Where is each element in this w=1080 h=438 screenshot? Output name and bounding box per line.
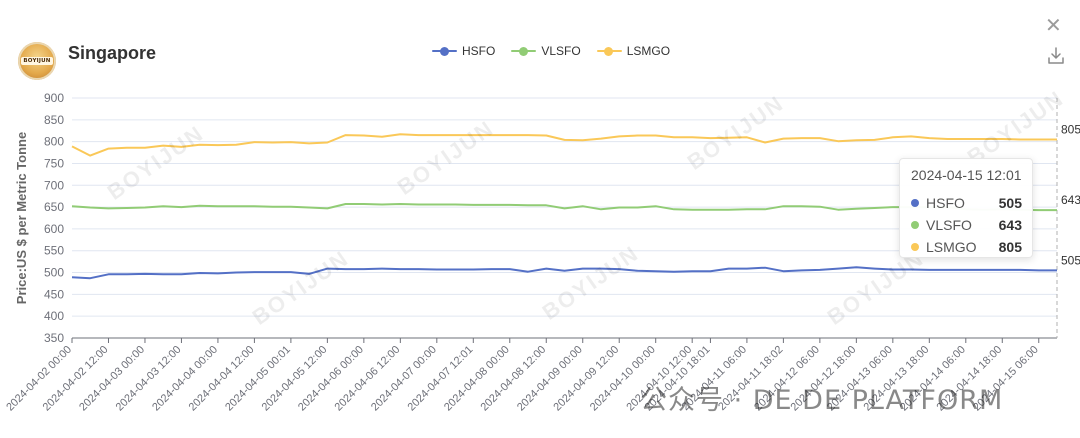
y-tick-label: 550 [44,244,64,258]
tooltip-dot-vlsfo [911,221,919,229]
chart-tooltip: 2024-04-15 12:01 HSFO 505 VLSFO 643 LSMG… [899,158,1033,258]
legend-swatch-vlsfo [511,44,537,58]
legend-label-hsfo: HSFO [462,44,496,58]
x-tick-label: 2024-04-09 00:00 [515,344,585,414]
legend-label-lsmgo: LSMGO [626,44,671,58]
y-tick-label: 600 [44,222,64,236]
legend-label-vlsfo: VLSFO [541,44,581,58]
x-tick-label: 2024-04-03 12:00 [114,344,184,414]
x-tick-label: 2024-04-06 00:00 [296,344,366,414]
tooltip-row-vlsfo: VLSFO 643 [911,214,1022,236]
y-axis-ticks: 350 400 450 500 550 600 650 700 750 800 850 900 [44,91,64,345]
download-icon [1048,47,1064,64]
legend-swatch-hsfo [432,44,457,58]
y-axis-label: Price:US $ per Metric Tonne [14,132,29,304]
tooltip-dot-lsmgo [911,243,919,251]
x-tick-label: 2024-04-06 12:00 [333,344,403,414]
x-tick-label: 2024-04-02 00:00 [4,344,74,414]
tooltip-name-vlsfo: VLSFO [926,217,972,233]
brand-logo: BOYIJUN [18,42,56,80]
tooltip-name-hsfo: HSFO [926,195,965,211]
x-tick-label: 2024-04-03 00:00 [77,344,147,414]
tooltip-row-lsmgo: LSMGO 805 [911,236,1022,258]
x-tick-label: 2024-04-05 12:00 [260,344,330,414]
end-label-lsmgo: 805 [1061,122,1080,136]
wechat-watermark: 公众号 · DE DE PLATFORM [640,385,1004,416]
series-line-lsmgo [71,133,1057,157]
legend-item-lsmgo[interactable]: LSMGO [596,44,671,58]
x-tick-label: 2024-04-04 12:00 [187,344,257,414]
legend-item-vlsfo[interactable]: VLSFO [511,44,581,58]
end-labels: 505 643 805 [1061,122,1080,267]
tooltip-row-hsfo: HSFO 505 [911,192,1022,214]
x-tick-label: 2024-04-07 12:01 [406,344,476,414]
series-line-vlsfo [71,203,1057,212]
x-tick-label: 2024-04-08 12:00 [478,344,548,414]
tooltip-name-lsmgo: LSMGO [926,239,977,255]
chart-legend: HSFO VLSFO LSMGO [432,44,670,58]
x-tick-label: 2024-04-09 12:00 [551,344,621,414]
x-tick-label: 2024-04-05 00:01 [223,344,293,414]
series-line-hsfo [71,266,1057,280]
series-lines [71,133,1057,280]
y-tick-label: 900 [44,91,64,105]
download-button[interactable] [1047,46,1065,66]
x-tick-label: 2024-04-07 00:00 [369,344,439,414]
y-tick-label: 350 [44,331,64,345]
tooltip-dot-hsfo [911,199,919,207]
page-title: Singapore [68,43,157,63]
end-label-hsfo: 505 [1061,253,1080,267]
tooltip-date: 2024-04-15 12:01 [911,167,1022,183]
y-tick-label: 400 [44,309,64,323]
y-tick-label: 800 [44,135,64,149]
x-tick-label: 2024-04-04 00:00 [150,344,220,414]
y-tick-label: 450 [44,287,64,301]
brand-logo-text: BOYIJUN [21,57,53,65]
x-tick-label: 2024-04-02 12:00 [41,344,111,414]
y-tick-label: 750 [44,156,64,170]
tooltip-value-hsfo: 505 [998,195,1022,211]
y-tick-label: 700 [44,178,64,192]
end-label-vlsfo: 643 [1061,193,1080,207]
x-tick-label: 2024-04-08 00:00 [442,344,512,414]
tooltip-value-lsmgo: 805 [998,239,1022,255]
y-tick-label: 650 [44,200,64,214]
y-tick-label: 850 [44,113,64,127]
close-icon: ✕ [1045,15,1062,37]
tooltip-value-vlsfo: 643 [998,217,1022,233]
y-tick-label: 500 [44,266,64,280]
close-button[interactable]: ✕ [1045,16,1062,36]
legend-swatch-lsmgo [596,44,622,58]
legend-item-hsfo[interactable]: HSFO [432,44,495,58]
